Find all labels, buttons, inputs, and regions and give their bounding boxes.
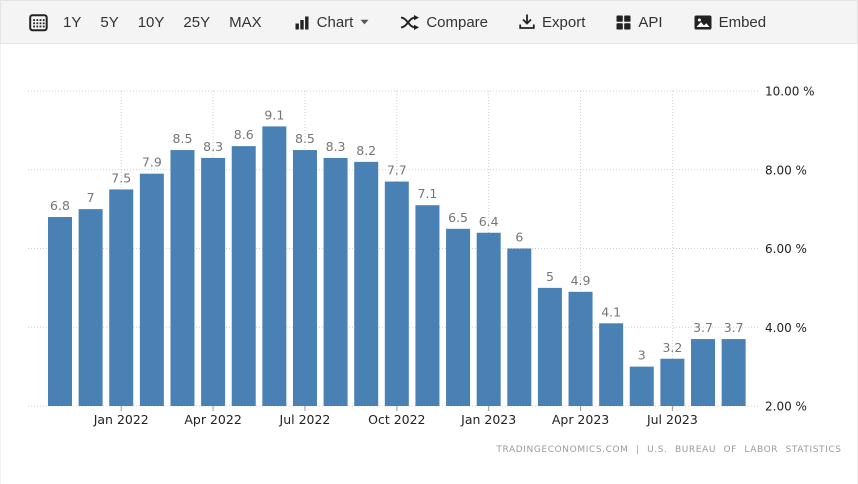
- bar[interactable]: [384, 181, 409, 406]
- x-axis-label: Oct 2022: [368, 412, 425, 427]
- api-button[interactable]: API: [616, 13, 663, 31]
- bar-value-label: 4.9: [571, 273, 591, 288]
- bar-value-label: 6.8: [50, 198, 70, 213]
- x-axis-label: Jan 2023: [460, 412, 516, 427]
- y-axis-label: 4.00 %: [765, 321, 807, 335]
- x-axis-label: Jan 2022: [93, 412, 149, 427]
- bar[interactable]: [721, 339, 746, 406]
- bar[interactable]: [323, 157, 348, 406]
- chart-area: 10.00 % 8.00 % 6.00 % 4.00 % 2.00 % Jan 2022 A…: [0, 44, 858, 484]
- range-button-max[interactable]: MAX: [229, 13, 262, 31]
- chart-type-button[interactable]: Chart: [295, 14, 370, 31]
- bar-value-label: 3.2: [662, 340, 682, 355]
- bar[interactable]: [507, 248, 532, 407]
- bar[interactable]: [537, 287, 562, 406]
- bar[interactable]: [262, 126, 287, 406]
- bar[interactable]: [139, 173, 164, 406]
- bar-chart-icon: [295, 16, 309, 29]
- compare-label: Compare: [426, 13, 489, 31]
- bar[interactable]: [354, 161, 379, 406]
- chart-type-label: Chart: [316, 13, 354, 31]
- y-axis-label: 2.00 %: [765, 400, 807, 414]
- bar-value-label: 8.6: [234, 127, 254, 142]
- bar-value-label: 7.7: [387, 163, 407, 178]
- chart-toolbar: 1Y 5Y 10Y 25Y MAX Chart: [0, 0, 858, 44]
- embed-label: Embed: [718, 13, 767, 31]
- bar[interactable]: [48, 217, 72, 406]
- range-button-25y[interactable]: 25Y: [183, 13, 211, 31]
- y-axis-label: 6.00 %: [765, 242, 807, 256]
- bar[interactable]: [170, 150, 195, 406]
- download-icon: [519, 14, 535, 29]
- bar-value-label: 6.5: [448, 210, 468, 225]
- grid-icon: [616, 15, 631, 29]
- bar-value-label: 7: [87, 190, 95, 205]
- bar[interactable]: [201, 157, 226, 406]
- range-buttons: 1Y 5Y 10Y 25Y MAX: [63, 14, 262, 31]
- range-button-10y[interactable]: 10Y: [137, 13, 165, 31]
- bar-value-label: 3: [638, 348, 646, 363]
- bar[interactable]: [292, 150, 317, 406]
- bar-value-label: 7.1: [417, 186, 437, 201]
- shuffle-icon: [401, 14, 420, 30]
- x-axis-label: Jul 2022: [279, 412, 331, 427]
- bar[interactable]: [629, 366, 654, 406]
- bar[interactable]: [78, 209, 103, 406]
- bar-value-label: 9.1: [264, 107, 284, 122]
- bar[interactable]: [446, 228, 471, 406]
- bar-value-label: 8.2: [356, 143, 376, 158]
- bar-value-label: 7.9: [142, 155, 162, 170]
- x-axis-label: Apr 2023: [552, 412, 609, 427]
- bar[interactable]: [691, 339, 716, 406]
- bar-value-label: 8.3: [203, 139, 223, 154]
- export-button[interactable]: Export: [519, 14, 585, 31]
- bar[interactable]: [476, 232, 501, 406]
- bar-value-label: 8.5: [295, 131, 315, 146]
- calendar-icon: [29, 13, 48, 31]
- y-axis-label: 8.00 %: [765, 163, 807, 177]
- bar[interactable]: [231, 146, 256, 406]
- bar-value-label: 6: [515, 230, 523, 245]
- bar-value-label: 3.7: [693, 320, 713, 335]
- bar-value-label: 6.4: [479, 214, 499, 229]
- bar-value-label: 3.7: [724, 320, 744, 335]
- calendar-button[interactable]: [29, 13, 48, 32]
- image-icon: [694, 15, 712, 29]
- api-label: API: [638, 13, 663, 31]
- range-button-1y[interactable]: 1Y: [63, 13, 82, 31]
- compare-button[interactable]: Compare: [400, 14, 488, 31]
- bar[interactable]: [568, 291, 593, 406]
- bar[interactable]: [660, 358, 685, 406]
- y-axis-label: 10.00 %: [765, 85, 815, 99]
- x-axis-label: Apr 2022: [184, 412, 241, 427]
- bar-value-label: 4.1: [601, 304, 621, 319]
- bar[interactable]: [415, 205, 440, 406]
- bar-value-label: 8.3: [326, 139, 346, 154]
- bar-chart: 10.00 % 8.00 % 6.00 % 4.00 % 2.00 % Jan 2022 A…: [28, 85, 841, 455]
- export-label: Export: [542, 13, 586, 31]
- bar-value-label: 7.5: [111, 170, 131, 185]
- attribution-text: TRADINGECONOMICS.COM | U.S. BUREAU OF LA…: [495, 445, 841, 455]
- embed-button[interactable]: Embed: [694, 13, 767, 31]
- bar[interactable]: [599, 323, 624, 406]
- bar[interactable]: [109, 189, 134, 406]
- x-axis-label: Jul 2023: [646, 412, 698, 427]
- chevron-down-icon: [360, 19, 369, 25]
- bar-value-label: 5: [546, 269, 554, 284]
- bar-value-label: 8.5: [173, 131, 193, 146]
- range-button-5y[interactable]: 5Y: [100, 13, 119, 31]
